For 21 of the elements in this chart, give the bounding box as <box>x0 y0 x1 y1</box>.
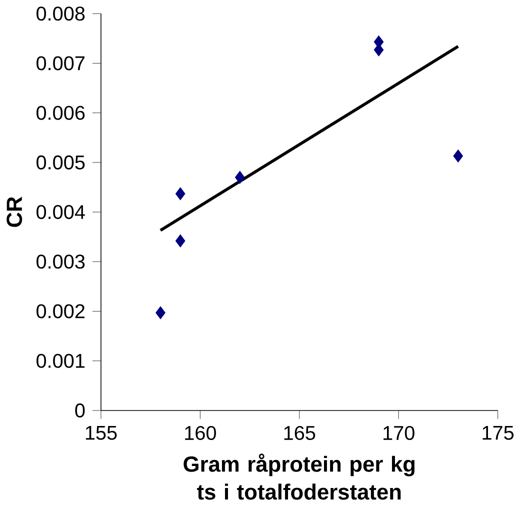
x-tick-label: 165 <box>284 426 316 440</box>
y-tick-label: 0.003 <box>36 254 85 269</box>
y-tick-label: 0.006 <box>36 106 85 120</box>
x-tick-label: 170 <box>384 426 414 440</box>
y-tick-label: 0.007 <box>36 56 84 70</box>
y-tick-label: 0.002 <box>36 304 84 318</box>
y-tick-label: 0.001 <box>36 354 85 368</box>
point <box>175 187 186 200</box>
y-tick-label: 0 <box>75 403 85 418</box>
point <box>175 234 186 248</box>
y-tick-label: 0.008 <box>36 6 85 21</box>
x-tick-label: 175 <box>482 426 514 440</box>
x-tick-label: 160 <box>185 426 216 440</box>
point <box>234 170 245 184</box>
point <box>156 306 166 319</box>
x-axis-title: Gram råprotein per kg ts i totalfoderstaten <box>184 454 414 500</box>
y-tick-label: 0.004 <box>36 204 85 219</box>
y-tick-label: 0.005 <box>36 155 85 170</box>
point <box>453 149 463 162</box>
y-axis-title: CR <box>6 196 22 227</box>
x-tick-label: 155 <box>86 426 117 440</box>
